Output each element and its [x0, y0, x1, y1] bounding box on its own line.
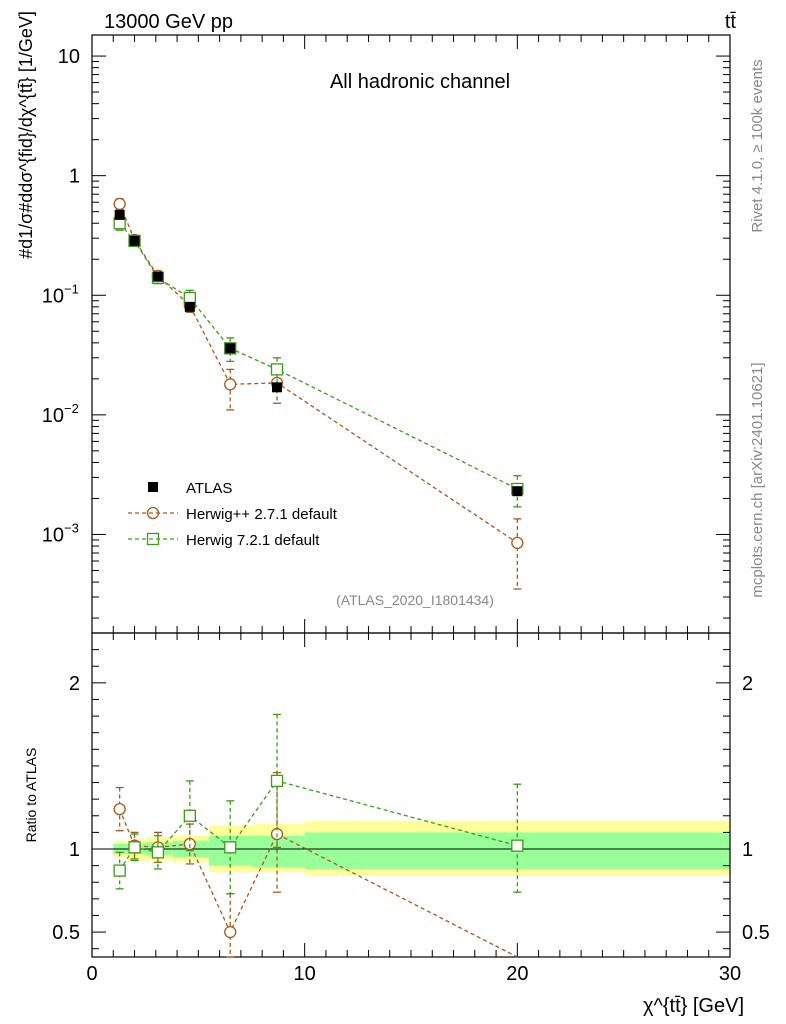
- analysis-tag: (ATLAS_2020_I1801434): [336, 592, 494, 608]
- main-atlas-point: [512, 486, 523, 497]
- chart-title: All hadronic channel: [330, 71, 510, 93]
- mcplots-label: mcplots.cern.ch [arXiv:2401.10621]: [749, 362, 766, 597]
- ratio-y-tick-label: 0.5: [52, 922, 80, 944]
- main-y-tick-label: 10: [42, 405, 64, 427]
- ratio-herwigpp-point: [224, 925, 237, 939]
- ratio-y-axis-label: Ratio to ATLAS: [23, 748, 39, 843]
- legend-marker-herwigpp: [146, 506, 160, 520]
- energy-label: 13000 GeV pp: [104, 11, 233, 33]
- ratio-y-tick-label-right: 2: [742, 673, 753, 695]
- main-herwigpp-line: [119, 203, 518, 544]
- main-atlas-point: [225, 343, 236, 354]
- legend-marker-atlas: [148, 482, 158, 492]
- legend-label-herwigpp: Herwig++ 2.7.1 default: [186, 506, 338, 523]
- x-axis-label: χ^{tt̄} [GeV]: [643, 995, 744, 1017]
- main-herwigpp-point: [113, 197, 126, 211]
- rivet-version-label: Rivet 4.1.0, ≥ 100k events: [749, 59, 766, 232]
- legend: ATLAS Herwig++ 2.7.1 default Herwig 7.2.…: [128, 480, 338, 549]
- main-atlas-point: [129, 235, 140, 246]
- main-y-tick-exponent: −2: [64, 401, 79, 416]
- x-tick-label: 30: [719, 963, 741, 985]
- main-y-tick-label: 10: [42, 524, 64, 546]
- main-herwigpp-point: [224, 378, 237, 391]
- main-y-tick-label: 10: [42, 285, 64, 307]
- x-tick-label: 0: [86, 963, 97, 985]
- x-tick-label: 10: [294, 963, 316, 985]
- ratio-herwigpp-point: [113, 802, 126, 816]
- x-tick-label: 20: [506, 963, 528, 985]
- ratio-herwig7-point: [183, 809, 196, 822]
- main-y-tick-exponent: −3: [64, 520, 79, 535]
- ratio-herwig7-point: [151, 846, 165, 859]
- legend-label-atlas: ATLAS: [186, 480, 232, 497]
- main-y-tick-label: 1: [69, 166, 80, 188]
- ratio-y-tick-label-right: 1: [742, 839, 753, 861]
- main-atlas-point: [114, 209, 125, 220]
- ratio-herwig7-point: [270, 774, 284, 788]
- legend-label-herwig7: Herwig 7.2.1 default: [186, 532, 320, 549]
- ratio-herwig7-point: [511, 839, 524, 852]
- ratio-y-tick-label: 2: [69, 673, 80, 695]
- legend-marker-herwig7: [146, 532, 160, 546]
- ratio-y-tick-label-right: 0.5: [742, 922, 770, 944]
- main-atlas-point: [184, 301, 195, 312]
- main-herwigpp-point: [511, 536, 524, 550]
- main-y-axis-label: #d1/σ#ddσ^{fid}/dχ^{tt̄} [1/GeV]: [16, 11, 36, 259]
- main-herwig7-line: [119, 222, 518, 490]
- main-y-tick-label: 10: [58, 46, 80, 68]
- main-y-tick-exponent: −1: [64, 281, 79, 296]
- process-label: tt̄: [725, 11, 737, 33]
- ratio-herwig7-point: [128, 841, 141, 854]
- ratio-y-tick-label: 1: [69, 839, 80, 861]
- main-atlas-point: [152, 271, 163, 282]
- ratio-plot-frame: [91, 632, 731, 958]
- ratio-herwig7-point: [224, 841, 237, 854]
- main-herwig7-point: [270, 363, 284, 376]
- main-herwig7-point: [183, 291, 196, 305]
- ratio-band-inner: [251, 835, 305, 868]
- main-atlas-point: [272, 382, 283, 393]
- ratio-herwig7-point: [113, 864, 126, 877]
